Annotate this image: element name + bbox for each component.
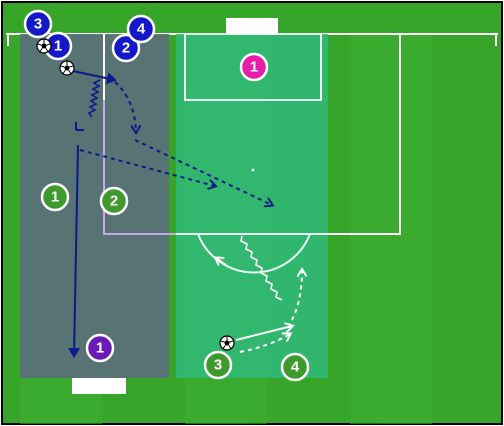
player-green-4[interactable]: 4 xyxy=(280,352,310,382)
white-arrows xyxy=(216,235,302,353)
player-number: 1 xyxy=(51,189,59,206)
white-dribble-head xyxy=(216,258,227,265)
ball-icon[interactable] xyxy=(219,335,235,351)
player-number: 4 xyxy=(137,21,146,38)
player-green-1[interactable]: 1 xyxy=(40,182,70,212)
goal-bottom xyxy=(72,378,126,394)
ball-icon[interactable] xyxy=(59,60,75,76)
blue-dribble-end xyxy=(75,122,84,131)
player-green-2[interactable]: 2 xyxy=(99,186,129,216)
player-green-3[interactable]: 3 xyxy=(203,350,233,380)
player-blue-4[interactable]: 4 xyxy=(126,14,156,44)
penalty-arc xyxy=(197,233,311,274)
white-dribble xyxy=(240,235,283,301)
player-number: 4 xyxy=(291,359,300,376)
player-number: 3 xyxy=(214,357,222,374)
player-blue-3[interactable]: 3 xyxy=(23,9,53,39)
penalty-spot xyxy=(251,168,255,172)
player-number: 3 xyxy=(34,16,42,33)
player-number: 2 xyxy=(110,193,118,210)
player-number: 1 xyxy=(250,59,258,76)
blue-pass-arrow xyxy=(68,144,81,358)
zone-right xyxy=(176,34,328,378)
blue-dribble xyxy=(87,79,101,118)
player-number: 1 xyxy=(54,38,62,55)
goal-top xyxy=(226,18,278,34)
blue-run-arrow xyxy=(114,81,136,132)
white-run-arrow xyxy=(239,334,290,353)
blue-run-arrow xyxy=(134,139,272,205)
player-pink-keeper[interactable]: 1 xyxy=(239,52,269,82)
ball-icon[interactable] xyxy=(36,38,52,54)
blue-arrows xyxy=(67,69,272,358)
player-number: 2 xyxy=(122,40,130,57)
player-purple-1[interactable]: 1 xyxy=(85,333,115,363)
zone-purple-line xyxy=(103,100,176,235)
zone-left xyxy=(20,34,169,378)
blue-pass-arrow xyxy=(67,69,117,85)
white-pass-arrow xyxy=(235,326,292,341)
player-number: 1 xyxy=(96,340,104,357)
player-blue-2[interactable]: 2 xyxy=(111,33,141,63)
white-run-arrow xyxy=(291,270,302,321)
